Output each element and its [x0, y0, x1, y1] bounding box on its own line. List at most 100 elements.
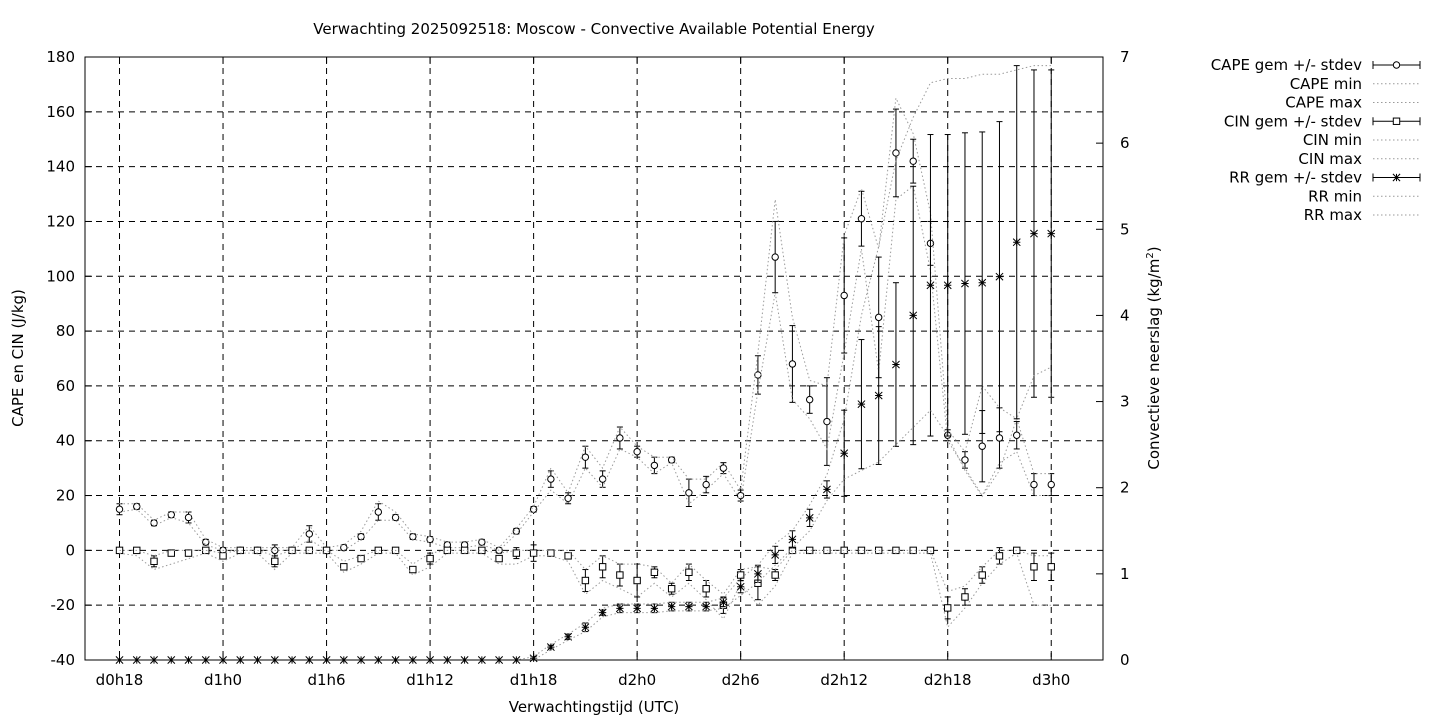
star-point — [615, 604, 624, 613]
star-point — [891, 360, 900, 369]
circle-point — [995, 434, 1004, 442]
star-point — [857, 400, 866, 409]
circle-point — [892, 149, 900, 157]
y-tick-label: 20 — [56, 487, 75, 505]
circle-point — [305, 530, 314, 538]
y2-axis-label-end: ) — [1145, 246, 1163, 252]
series-cin-gem-stdev — [115, 544, 1055, 620]
circle-point — [391, 513, 400, 522]
circle-point — [874, 313, 883, 322]
circle-point — [1013, 431, 1021, 439]
x-tick-label: d3h0 — [1032, 671, 1070, 689]
square-point — [857, 546, 866, 555]
series-line — [119, 552, 1052, 629]
square-point — [564, 552, 572, 560]
series-line — [119, 65, 1052, 661]
square-point — [271, 557, 279, 566]
circle-point — [805, 395, 814, 404]
series-layer — [115, 65, 1056, 664]
circle-point — [426, 535, 434, 544]
star-point — [1012, 238, 1021, 247]
star-point — [650, 604, 659, 613]
series-rr-min — [119, 366, 1052, 661]
star-point — [667, 602, 676, 611]
plot-frame — [84, 56, 1104, 661]
square-point — [685, 568, 693, 576]
legend-entry-cape-gem-stdev: CAPE gem +/- stdev — [1211, 56, 1421, 74]
y2-tick-label: 7 — [1120, 48, 1130, 66]
circle-point — [823, 417, 831, 426]
circle-point — [357, 532, 365, 541]
square-point — [236, 546, 244, 555]
circle-point — [702, 480, 710, 489]
star-point — [564, 632, 573, 641]
y-tick-label: 100 — [46, 267, 75, 285]
series-cin-min — [119, 552, 1052, 629]
circle-point — [340, 543, 348, 552]
y2-axis-label-sup: 2 — [1145, 252, 1156, 258]
x-tick-label: d1h18 — [510, 671, 558, 689]
square-point — [357, 554, 365, 563]
star-point — [753, 569, 762, 578]
x-tick-label: d2h18 — [924, 671, 972, 689]
y2-axis-label: Convectieve neerslag (kg/m2) — [1145, 246, 1163, 469]
legend-label: RR gem +/- stdev — [1229, 169, 1362, 187]
square-point — [616, 571, 624, 579]
series-cape-min — [119, 184, 1052, 551]
circle-point — [374, 508, 383, 516]
y2-tick-label: 1 — [1120, 565, 1130, 583]
star-point — [909, 311, 918, 320]
star-point — [719, 598, 728, 607]
star-point — [874, 391, 883, 400]
circle-point — [840, 291, 848, 300]
star-point — [581, 623, 590, 632]
legend-star-marker — [1392, 173, 1401, 182]
legend-entry-cin-max: CIN max — [1298, 150, 1420, 168]
square-point — [667, 585, 676, 593]
y-tick-label: 80 — [56, 322, 75, 340]
y2-tick-label: 5 — [1120, 220, 1130, 238]
x-axis-label: Verwachtingstijd (UTC) — [509, 698, 680, 716]
y2-axis-label-main: Convectieve neerslag (kg/m — [1145, 259, 1163, 470]
series-line — [119, 366, 1052, 661]
legend-entry-rr-max: RR max — [1304, 206, 1420, 224]
legend-label: CIN max — [1298, 150, 1362, 168]
legend-entry-cin-gem-stdev: CIN gem +/- stdev — [1224, 112, 1421, 130]
x-tick-label: d1h12 — [406, 671, 454, 689]
square-point — [650, 568, 659, 576]
square-point — [961, 593, 969, 601]
square-point — [581, 576, 590, 585]
square-point — [944, 604, 952, 612]
circle-point — [961, 456, 969, 464]
square-point — [1047, 563, 1055, 571]
y-tick-label: 40 — [56, 432, 75, 450]
series-cape-max — [119, 96, 1052, 549]
square-point — [995, 552, 1004, 560]
x-tick-label: d0h18 — [96, 671, 144, 689]
square-point — [736, 571, 745, 579]
series-line — [119, 549, 1052, 595]
square-point — [512, 549, 521, 557]
y-tick-label: 60 — [56, 377, 75, 395]
legend-entry-rr-gem-stdev: RR gem +/- stdev — [1229, 169, 1421, 187]
circle-point — [616, 434, 624, 442]
circle-point — [736, 491, 745, 500]
y-tick-label: 0 — [65, 541, 75, 559]
x-tick-label: d2h0 — [618, 671, 656, 689]
star-point — [822, 485, 831, 494]
legend-entry-rr-min: RR min — [1308, 187, 1420, 205]
star-point — [598, 608, 607, 617]
y-tick-label: 140 — [46, 158, 75, 176]
square-point — [340, 563, 348, 571]
legend-label: CAPE max — [1285, 94, 1362, 112]
circle-point — [1047, 480, 1055, 489]
star-point — [736, 582, 745, 591]
square-point — [202, 546, 210, 555]
y2-tick-label: 0 — [1120, 651, 1130, 669]
y-tick-label: 120 — [46, 212, 75, 230]
circle-point — [633, 447, 641, 456]
y-tick-label: 160 — [46, 103, 75, 121]
legend-entry-cape-min: CAPE min — [1290, 75, 1420, 93]
